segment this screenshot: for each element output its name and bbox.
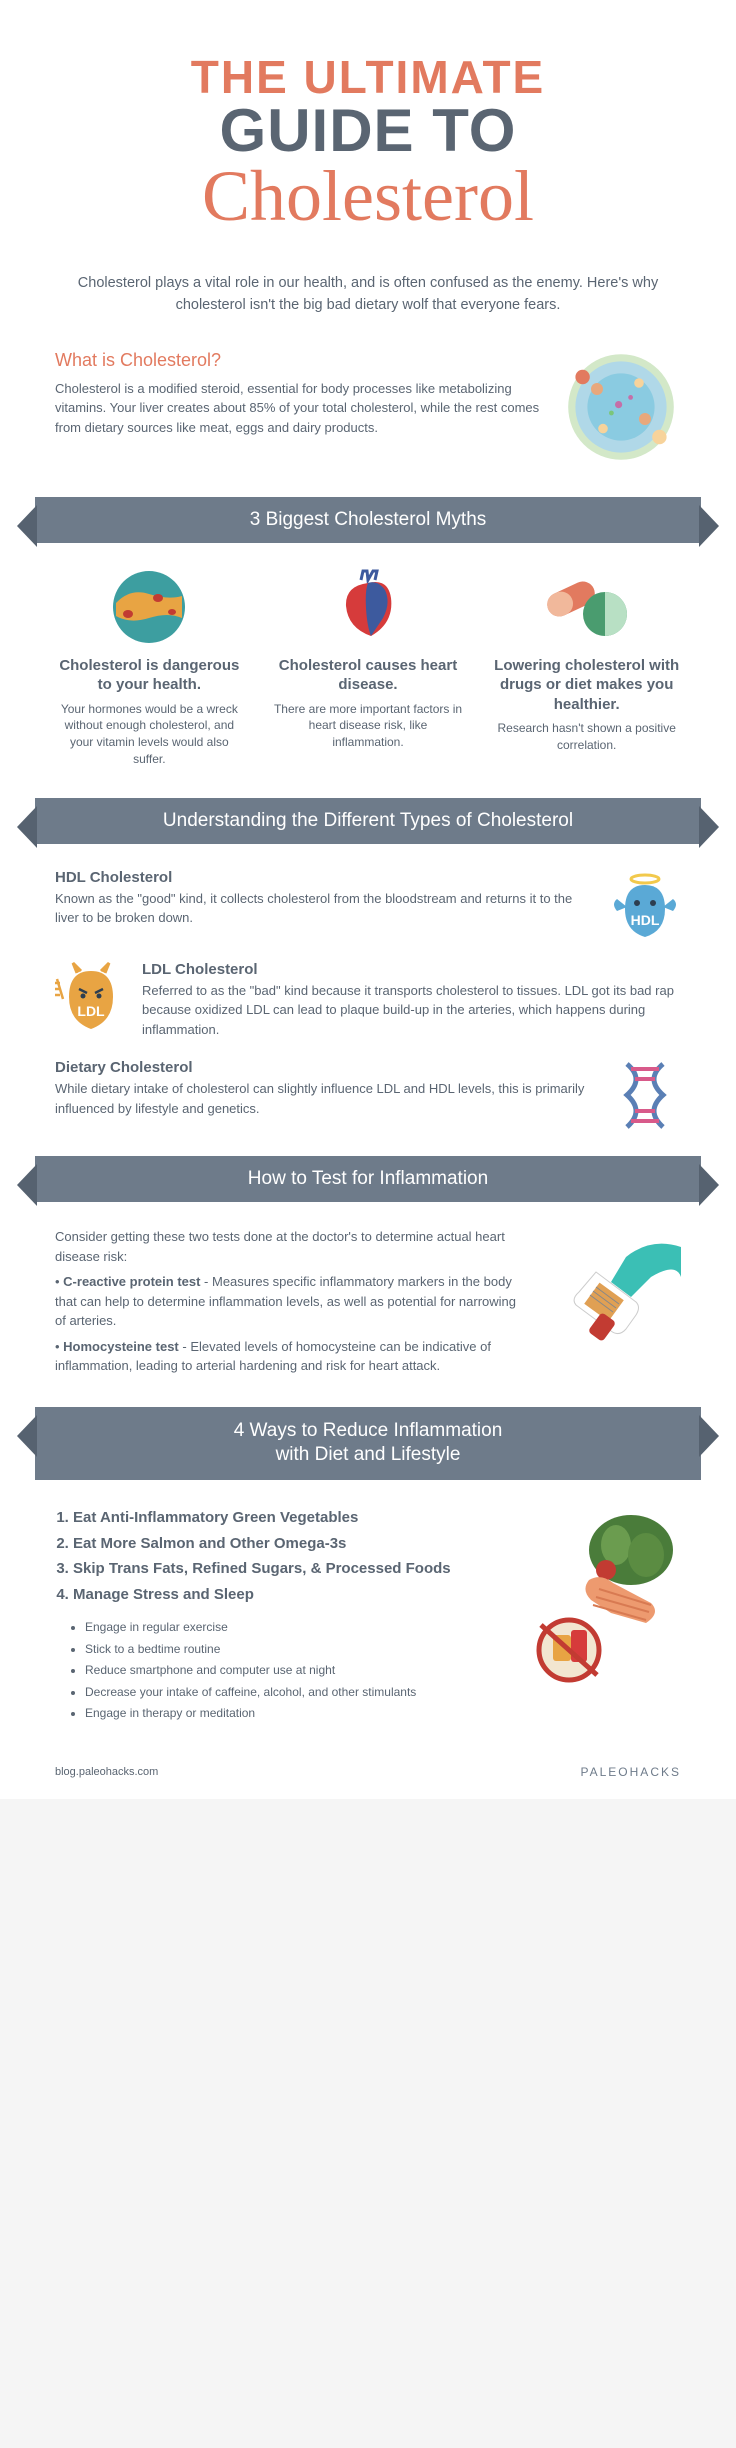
way-4: Manage Stress and Sleep bbox=[73, 1582, 516, 1608]
tests-intro: Consider getting these two tests done at… bbox=[55, 1227, 521, 1266]
hdl-angel-icon: HDL bbox=[609, 869, 681, 941]
ways-list: Eat Anti-Inflammatory Green Vegetables E… bbox=[55, 1505, 516, 1607]
heart-icon bbox=[274, 568, 463, 646]
sub-4: Decrease your intake of caffeine, alcoho… bbox=[85, 1682, 516, 1704]
myth-1: Cholesterol is dangerous to your health.… bbox=[55, 568, 244, 768]
sub-2: Stick to a bedtime routine bbox=[85, 1639, 516, 1661]
ldl-item: LDL LDL Cholesterol Referred to as the "… bbox=[55, 961, 681, 1040]
pills-icon bbox=[492, 568, 681, 646]
ways-text: Eat Anti-Inflammatory Green Vegetables E… bbox=[55, 1505, 516, 1725]
myth-3-text: Research hasn't shown a positive correla… bbox=[492, 720, 681, 754]
dna-icon bbox=[609, 1059, 681, 1131]
ldl-text: Referred to as the "bad" kind because it… bbox=[142, 981, 681, 1040]
hdl-title: HDL Cholesterol bbox=[55, 869, 594, 886]
way-1: Eat Anti-Inflammatory Green Vegetables bbox=[73, 1505, 516, 1531]
way-2: Eat More Salmon and Other Omega-3s bbox=[73, 1531, 516, 1557]
hdl-item: HDL Cholesterol Known as the "good" kind… bbox=[55, 869, 681, 941]
test-2: • Homocysteine test - Elevated levels of… bbox=[55, 1337, 521, 1376]
footer: blog.paleohacks.com PALEOHACKS bbox=[55, 1765, 681, 1779]
ldl-title: LDL Cholesterol bbox=[142, 961, 681, 978]
tests-text: Consider getting these two tests done at… bbox=[55, 1227, 521, 1382]
myth-1-text: Your hormones would be a wreck without e… bbox=[55, 701, 244, 768]
svg-text:LDL: LDL bbox=[77, 1003, 105, 1019]
blood-test-icon bbox=[541, 1227, 681, 1382]
ribbon-types: Understanding the Different Types of Cho… bbox=[35, 798, 701, 844]
intro-text: Cholesterol plays a vital role in our he… bbox=[75, 273, 661, 317]
dietary-item: Dietary Cholesterol While dietary intake… bbox=[55, 1059, 681, 1131]
tests-section: Consider getting these two tests done at… bbox=[55, 1227, 681, 1382]
infographic-page: THE ULTIMATE GUIDE TO Cholesterol Choles… bbox=[0, 0, 736, 1799]
what-is-section: What is Cholesterol? Cholesterol is a mo… bbox=[55, 347, 681, 467]
what-is-text: What is Cholesterol? Cholesterol is a mo… bbox=[55, 347, 546, 467]
myth-2: Cholesterol causes heart disease. There … bbox=[274, 568, 463, 768]
what-is-title: What is Cholesterol? bbox=[55, 347, 546, 374]
hdl-text: Known as the "good" kind, it collects ch… bbox=[55, 889, 594, 928]
ribbon-myths: 3 Biggest Cholesterol Myths bbox=[35, 497, 701, 543]
title-block: THE ULTIMATE GUIDE TO Cholesterol bbox=[55, 50, 681, 238]
food-icon bbox=[531, 1505, 681, 1725]
footer-brand: PALEOHACKS bbox=[581, 1765, 681, 1779]
myth-2-title: Cholesterol causes heart disease. bbox=[274, 656, 463, 695]
what-is-body: Cholesterol is a modified steroid, essen… bbox=[55, 381, 539, 435]
svg-text:HDL: HDL bbox=[631, 912, 660, 928]
footer-url: blog.paleohacks.com bbox=[55, 1766, 158, 1778]
ribbon-ways: 4 Ways to Reduce Inflammationwith Diet a… bbox=[35, 1407, 701, 1480]
myths-row: Cholesterol is dangerous to your health.… bbox=[55, 568, 681, 768]
sub-3: Reduce smartphone and computer use at ni… bbox=[85, 1660, 516, 1682]
test-1: • C-reactive protein test - Measures spe… bbox=[55, 1272, 521, 1331]
myth-3: Lowering cholesterol with drugs or diet … bbox=[492, 568, 681, 768]
myth-3-title: Lowering cholesterol with drugs or diet … bbox=[492, 656, 681, 715]
cell-icon bbox=[561, 347, 681, 467]
sub-5: Engage in therapy or meditation bbox=[85, 1703, 516, 1725]
myth-2-text: There are more important factors in hear… bbox=[274, 701, 463, 751]
dietary-text: While dietary intake of cholesterol can … bbox=[55, 1079, 594, 1118]
ways-sublist: Engage in regular exercise Stick to a be… bbox=[55, 1617, 516, 1725]
sub-1: Engage in regular exercise bbox=[85, 1617, 516, 1639]
myth-1-title: Cholesterol is dangerous to your health. bbox=[55, 656, 244, 695]
ways-section: Eat Anti-Inflammatory Green Vegetables E… bbox=[55, 1505, 681, 1725]
ldl-devil-icon: LDL bbox=[55, 961, 127, 1033]
artery-icon bbox=[55, 568, 244, 646]
dietary-title: Dietary Cholesterol bbox=[55, 1059, 594, 1076]
title-line3: Cholesterol bbox=[55, 155, 681, 238]
ribbon-test: How to Test for Inflammation bbox=[35, 1156, 701, 1202]
way-3: Skip Trans Fats, Refined Sugars, & Proce… bbox=[73, 1556, 516, 1582]
